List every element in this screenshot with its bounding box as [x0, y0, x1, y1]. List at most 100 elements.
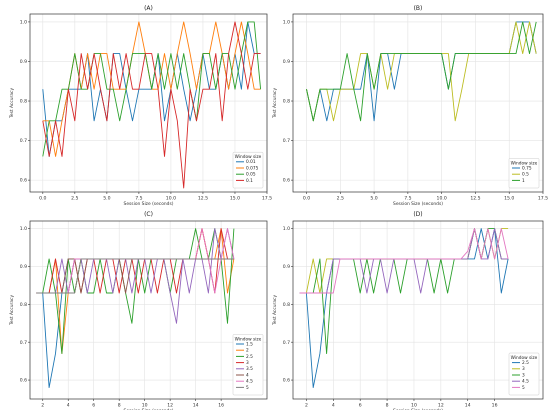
y-axis-label: Test Accuracy: [9, 88, 15, 119]
x-tick-label: 0.0: [303, 196, 310, 202]
legend-entry-0: 1.5: [246, 341, 253, 347]
plot-area: [30, 14, 267, 192]
series-line-7: [36, 258, 234, 294]
legend-box: [232, 151, 264, 189]
axes-frame: [292, 220, 544, 400]
y-tick-label: 1.0: [20, 20, 27, 26]
x-tick-label: 15.0: [504, 196, 514, 202]
chart-panel-0: 0.0 2.5 5.0 7.5 10.0 12.5 15.0 17.5 0.6 0.7 0.8 0.9…: [9, 5, 272, 207]
plot-area: [30, 221, 267, 399]
x-tick-label: 2: [305, 403, 308, 409]
x-tick-label: 8: [118, 403, 121, 409]
x-tick-label: 4: [67, 403, 70, 409]
chart-panel-2: 2 4 6 8 10 12 14 16 0.6 0.7 0.8 0.9 1.0 (C) Session Si…: [9, 211, 268, 410]
y-tick-label: 0.6: [20, 178, 27, 184]
x-tick-label: 7.5: [135, 196, 142, 202]
x-tick-label: 10: [142, 403, 148, 409]
x-tick-label: 8: [386, 403, 389, 409]
y-tick-label: 0.7: [283, 340, 290, 346]
x-tick-label: 2: [41, 403, 44, 409]
x-tick-label: 5.0: [103, 196, 110, 202]
y-axis-label: Test Accuracy: [272, 295, 278, 326]
x-tick-label: 6: [359, 403, 362, 409]
legend-entry-1: 3: [522, 366, 525, 372]
x-tick-label: 12.5: [198, 196, 208, 202]
series-line-2: [36, 228, 235, 355]
legend-entry-0: 0.01: [246, 159, 256, 165]
axes-frame: [292, 13, 544, 193]
x-tick-label: 12.5: [470, 196, 480, 202]
x-axis-label: Session Size (seconds): [393, 201, 443, 207]
x-tick-label: 17.5: [538, 196, 548, 202]
y-tick-label: 0.7: [20, 340, 27, 346]
legend-entry-2: 2.5: [246, 354, 253, 360]
plot-area: [293, 221, 543, 399]
x-tick-label: 10: [411, 403, 417, 409]
x-tick-label: 12: [438, 403, 444, 409]
series-line-2: [306, 21, 537, 122]
y-tick-label: 0.7: [283, 138, 290, 144]
chart-panel-3: 2 4 6 8 10 12 14 16 0.6 0.7 0.8 0.9 1.0 (D) Session Si…: [272, 211, 544, 410]
y-tick-label: 0.9: [20, 59, 27, 65]
y-tick-label: 0.8: [20, 99, 27, 105]
y-tick-label: 0.9: [283, 59, 290, 65]
y-tick-label: 0.8: [283, 99, 290, 105]
legend-box: [508, 352, 540, 396]
y-axis-label: Test Accuracy: [9, 295, 15, 326]
legend-entry-4: 3.5: [246, 366, 253, 372]
x-tick-label: 12: [167, 403, 173, 409]
x-tick-label: 15.0: [230, 196, 240, 202]
x-tick-label: 0.0: [39, 196, 46, 202]
x-tick-label: 7.5: [404, 196, 411, 202]
x-tick-label: 10.0: [437, 196, 447, 202]
y-tick-label: 1.0: [283, 226, 290, 232]
x-tick-label: 14: [465, 403, 471, 409]
legend-entry-4: 5: [522, 385, 525, 391]
x-axis-label: Session Size (seconds): [393, 408, 443, 410]
x-tick-label: 16: [492, 403, 498, 409]
chart-title: (D): [413, 211, 422, 218]
y-tick-label: 0.7: [20, 138, 27, 144]
legend-entry-3: 0.1: [246, 178, 253, 184]
legend-entry-2: 1: [522, 178, 525, 184]
chart-title: (C): [144, 211, 153, 218]
y-tick-label: 0.9: [20, 264, 27, 270]
series-line-4: [299, 228, 509, 294]
legend-entry-1: 0.075: [246, 165, 259, 171]
x-tick-label: 10.0: [166, 196, 176, 202]
y-tick-label: 0.9: [283, 264, 290, 270]
legend-entry-5: 4: [246, 372, 249, 378]
y-tick-label: 0.8: [283, 302, 290, 308]
x-tick-label: 6: [92, 403, 95, 409]
legend-entry-2: 0.05: [246, 172, 256, 178]
x-axis-label: Session Size (seconds): [124, 201, 174, 207]
y-tick-label: 1.0: [283, 20, 290, 26]
legend-entry-1: 0.5: [522, 172, 529, 178]
y-tick-label: 0.6: [20, 378, 27, 384]
legend-entry-2: 3: [522, 372, 525, 378]
axes-frame: [29, 220, 268, 400]
x-tick-label: 4: [332, 403, 335, 409]
x-tick-label: 5.0: [370, 196, 377, 202]
x-tick-label: 14: [193, 403, 199, 409]
legend-entry-0: 0.75: [522, 165, 532, 171]
legend-entry-0: 2.5: [522, 360, 529, 366]
y-tick-label: 0.6: [283, 378, 290, 384]
legend-title: Window size: [511, 355, 538, 361]
x-tick-label: 16: [218, 403, 224, 409]
x-tick-label: 2.5: [71, 196, 78, 202]
legend-title: Window size: [511, 160, 538, 166]
legend-box: [232, 334, 264, 396]
x-axis-label: Session Size (seconds): [124, 408, 174, 410]
x-tick-label: 17.5: [262, 196, 272, 202]
legend-entry-6: 4.5: [246, 379, 253, 385]
legend-entry-3: 3: [246, 360, 249, 366]
chart-panel-1: 0.0 2.5 5.0 7.5 10.0 12.5 15.0 17.5 0.6 0.7 0.8 0.9…: [272, 5, 548, 207]
plot-area: [293, 14, 543, 192]
y-tick-label: 1.0: [20, 226, 27, 232]
